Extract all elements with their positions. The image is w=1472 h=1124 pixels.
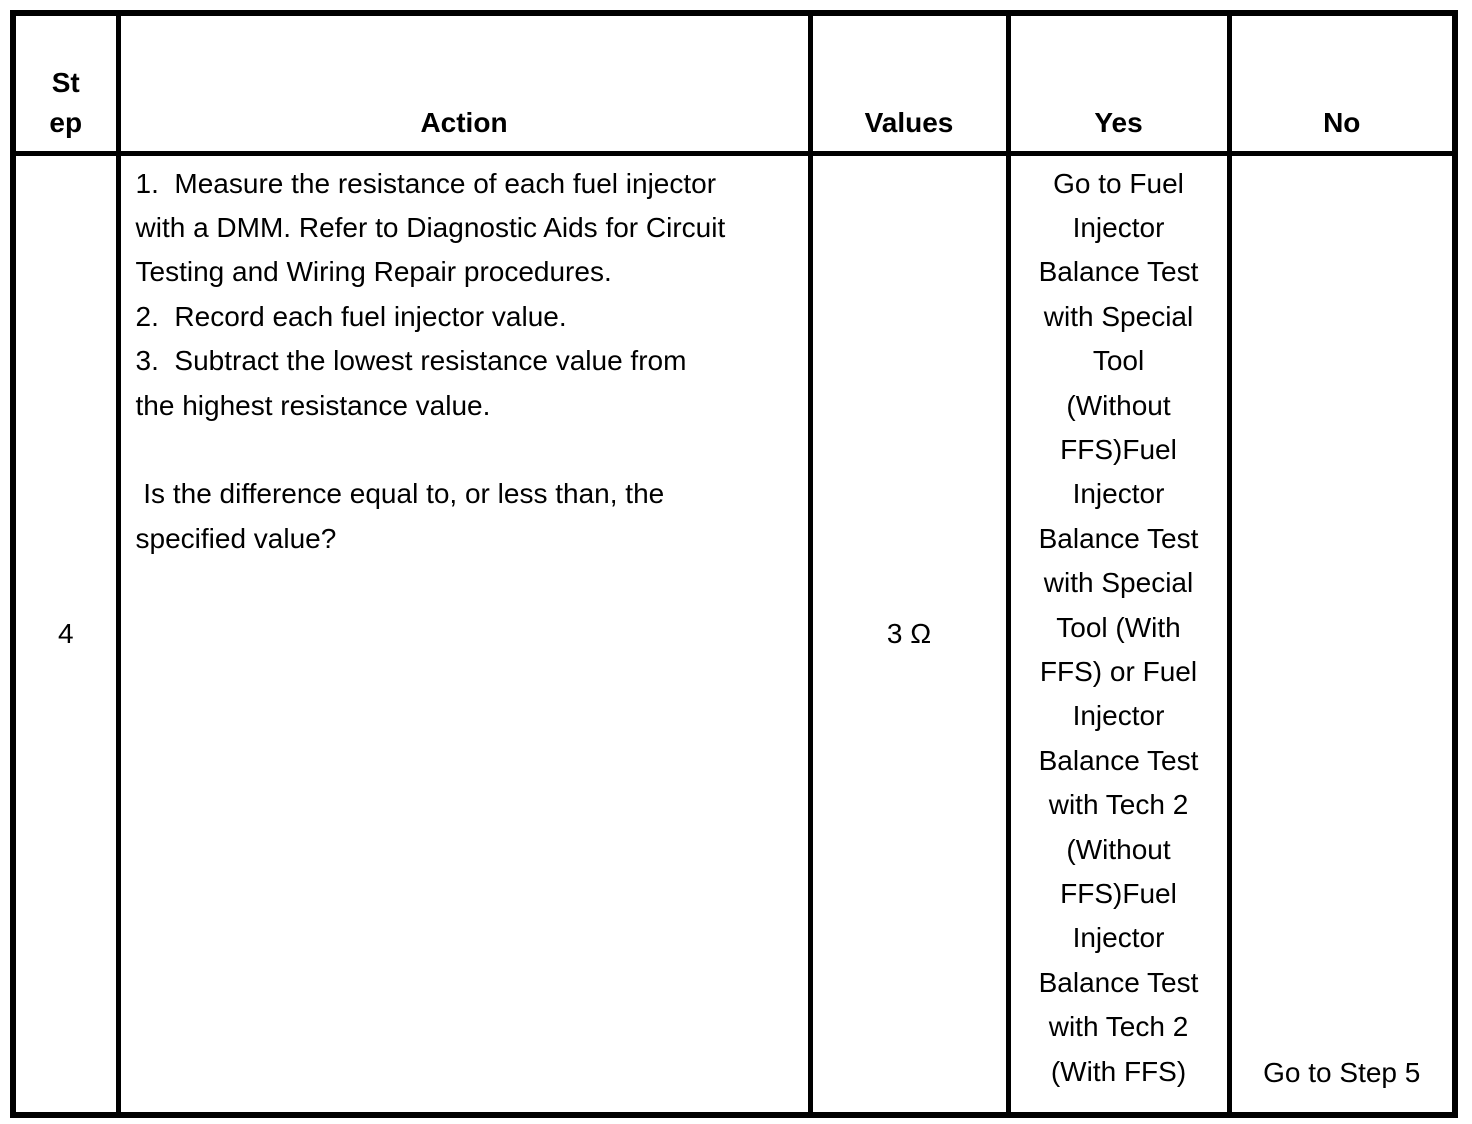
column-header-step: St ep	[10, 10, 121, 156]
table-row-step-4: 4 1. Measure the resistance of each fuel…	[10, 150, 1458, 1118]
column-header-action: Action	[115, 10, 813, 156]
cell-yes-text: Go to Fuel Injector Balance Test with Sp…	[1005, 150, 1232, 1118]
column-header-yes: Yes	[1005, 10, 1232, 156]
table-header-row: St ep Action Values Yes No	[10, 10, 1458, 156]
column-header-values: Values	[807, 10, 1011, 156]
cell-values-text: 3 Ω	[807, 150, 1011, 1118]
cell-no-text: Go to Step 5	[1226, 150, 1458, 1118]
cell-action-text: 1. Measure the resistance of each fuel i…	[115, 150, 813, 1118]
diagnostic-step-table: St ep Action Values Yes No 4 1. Measure …	[10, 10, 1458, 1118]
cell-step-number: 4	[10, 150, 121, 1118]
column-header-no: No	[1226, 10, 1458, 156]
